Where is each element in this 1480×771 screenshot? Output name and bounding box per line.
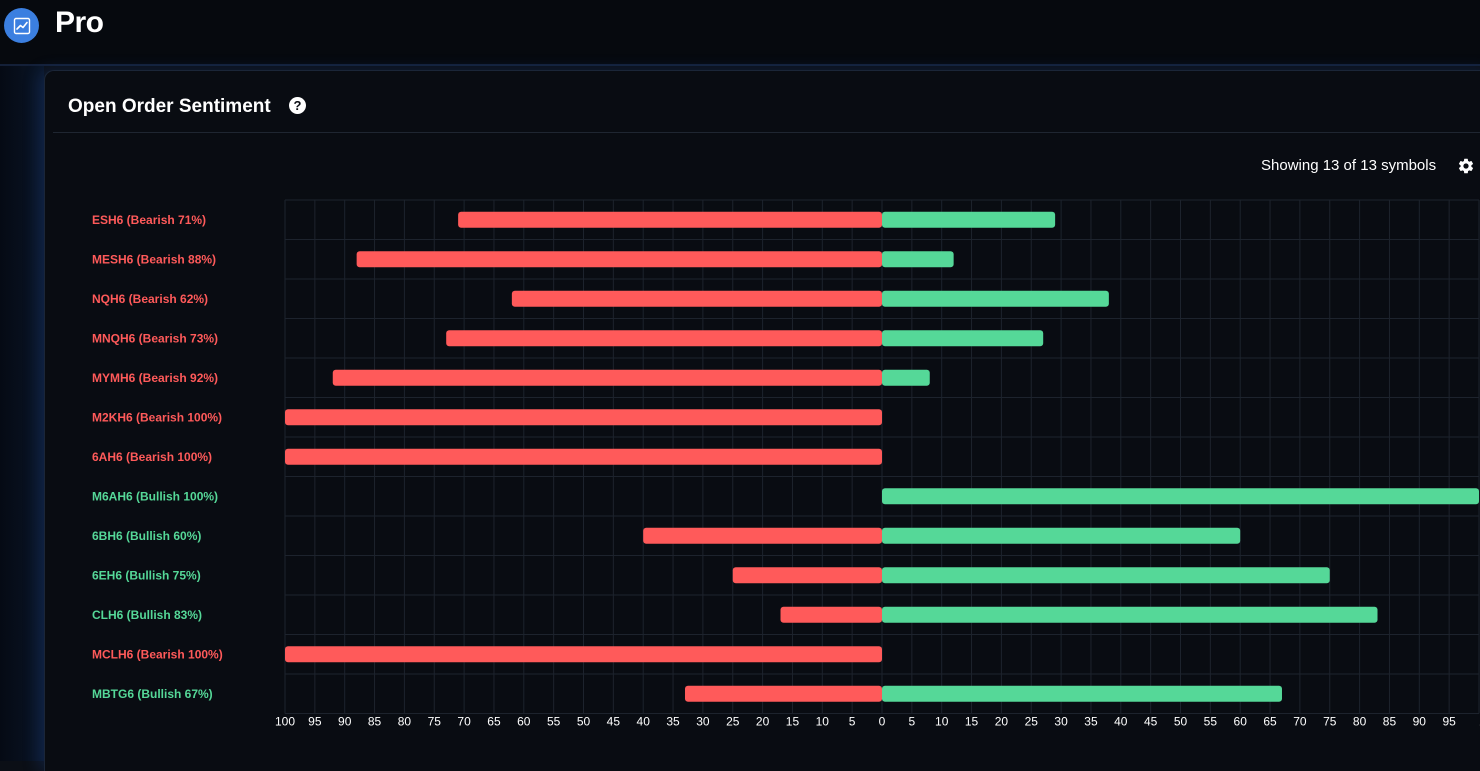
bar-bearish[interactable] (285, 646, 882, 663)
gear-icon[interactable] (1457, 157, 1475, 175)
category-label: MNQH6 (Bearish 73%) (92, 331, 218, 345)
category-label: MBTG6 (Bullish 67%) (92, 687, 213, 701)
x-tick-label: 5 (909, 715, 916, 729)
bar-bearish[interactable] (446, 330, 882, 347)
bar-bearish[interactable] (780, 606, 882, 623)
x-tick-label: 60 (517, 715, 531, 729)
category-label: MESH6 (Bearish 88%) (92, 252, 216, 266)
bar-bearish[interactable] (356, 251, 882, 268)
x-tick-label: 5 (849, 715, 856, 729)
panel-header: Open Order Sentiment ? (53, 71, 1480, 133)
x-tick-label: 65 (1263, 715, 1277, 729)
bar-bearish[interactable] (285, 409, 882, 426)
category-label: MYMH6 (Bearish 92%) (92, 371, 218, 385)
category-label: M2KH6 (Bearish 100%) (92, 410, 222, 424)
x-tick-label: 0 (879, 715, 886, 729)
bar-bullish[interactable] (882, 527, 1241, 544)
x-tick-label: 80 (398, 715, 412, 729)
x-tick-label: 95 (308, 715, 322, 729)
category-label: NQH6 (Bearish 62%) (92, 292, 208, 306)
x-tick-label: 75 (428, 715, 442, 729)
top-bar: Pro (0, 0, 1480, 66)
x-tick-label: 100 (275, 715, 295, 729)
x-tick-label: 50 (577, 715, 591, 729)
bar-bearish[interactable] (643, 527, 882, 544)
panel-title: Open Order Sentiment (68, 96, 271, 117)
bar-bearish[interactable] (511, 290, 882, 307)
question-circle-icon[interactable]: ? (289, 97, 306, 114)
bar-bearish[interactable] (285, 448, 882, 465)
x-tick-label: 40 (1114, 715, 1128, 729)
category-label: CLH6 (Bullish 83%) (92, 608, 202, 622)
category-label: M6AH6 (Bullish 100%) (92, 489, 218, 503)
x-tick-label: 40 (637, 715, 651, 729)
chart-x-ticks: 100 95 90 85 80 75 70 65 60 55 50 45 40 35 30 25 20 15 10 5… (275, 715, 1480, 729)
category-label: 6BH6 (Bullish 60%) (92, 529, 201, 543)
chart-bars (285, 211, 1479, 702)
bar-bullish[interactable] (882, 330, 1044, 347)
bar-bullish[interactable] (882, 606, 1378, 623)
category-label: ESH6 (Bearish 71%) (92, 213, 206, 227)
x-tick-label: 90 (1413, 715, 1427, 729)
x-tick-label: 85 (1383, 715, 1397, 729)
x-tick-label: 50 (1174, 715, 1188, 729)
app-title: Pro (55, 6, 104, 39)
x-tick-label: 15 (965, 715, 979, 729)
x-tick-label: 35 (1084, 715, 1098, 729)
x-tick-label: 55 (547, 715, 561, 729)
left-sidebar-edge (0, 66, 44, 761)
symbols-count-text: Showing 13 of 13 symbols (1261, 157, 1437, 174)
x-tick-label: 10 (816, 715, 830, 729)
bar-bearish[interactable] (458, 211, 882, 228)
bar-bullish[interactable] (882, 290, 1109, 307)
x-tick-label: 35 (666, 715, 680, 729)
bar-bullish[interactable] (882, 251, 954, 268)
x-tick-label: 70 (1293, 715, 1307, 729)
x-tick-label: 45 (1144, 715, 1158, 729)
bar-bearish[interactable] (332, 369, 882, 386)
x-tick-label: 30 (696, 715, 710, 729)
category-label: MCLH6 (Bearish 100%) (92, 647, 223, 661)
x-tick-label: 15 (786, 715, 800, 729)
bar-bearish[interactable] (684, 685, 882, 702)
x-tick-label: 25 (726, 715, 740, 729)
bar-bullish[interactable] (882, 488, 1479, 505)
x-tick-label: 20 (756, 715, 770, 729)
bar-bearish[interactable] (732, 567, 882, 584)
x-tick-label: 75 (1323, 715, 1337, 729)
x-tick-label: 90 (338, 715, 352, 729)
x-tick-label: 65 (487, 715, 501, 729)
x-tick-label: 85 (368, 715, 382, 729)
x-tick-label: 25 (1025, 715, 1039, 729)
bar-bullish[interactable] (882, 211, 1056, 228)
x-tick-label: 10 (935, 715, 949, 729)
chart-line-icon[interactable] (4, 8, 39, 43)
chart-category-labels: ESH6 (Bearish 71%) MESH6 (Bearish 88%) NQH… (92, 213, 223, 701)
x-tick-label: 20 (995, 715, 1009, 729)
bar-bullish[interactable] (882, 369, 930, 386)
bar-bullish[interactable] (882, 567, 1330, 584)
x-tick-label: 70 (457, 715, 471, 729)
x-tick-label: 45 (607, 715, 621, 729)
bar-bullish[interactable] (882, 685, 1282, 702)
x-tick-label: 30 (1054, 715, 1068, 729)
x-tick-label: 95 (1442, 715, 1456, 729)
x-tick-label: 60 (1234, 715, 1248, 729)
category-label: 6AH6 (Bearish 100%) (92, 450, 212, 464)
category-label: 6EH6 (Bullish 75%) (92, 568, 201, 582)
x-tick-label: 55 (1204, 715, 1218, 729)
x-tick-label: 80 (1353, 715, 1367, 729)
